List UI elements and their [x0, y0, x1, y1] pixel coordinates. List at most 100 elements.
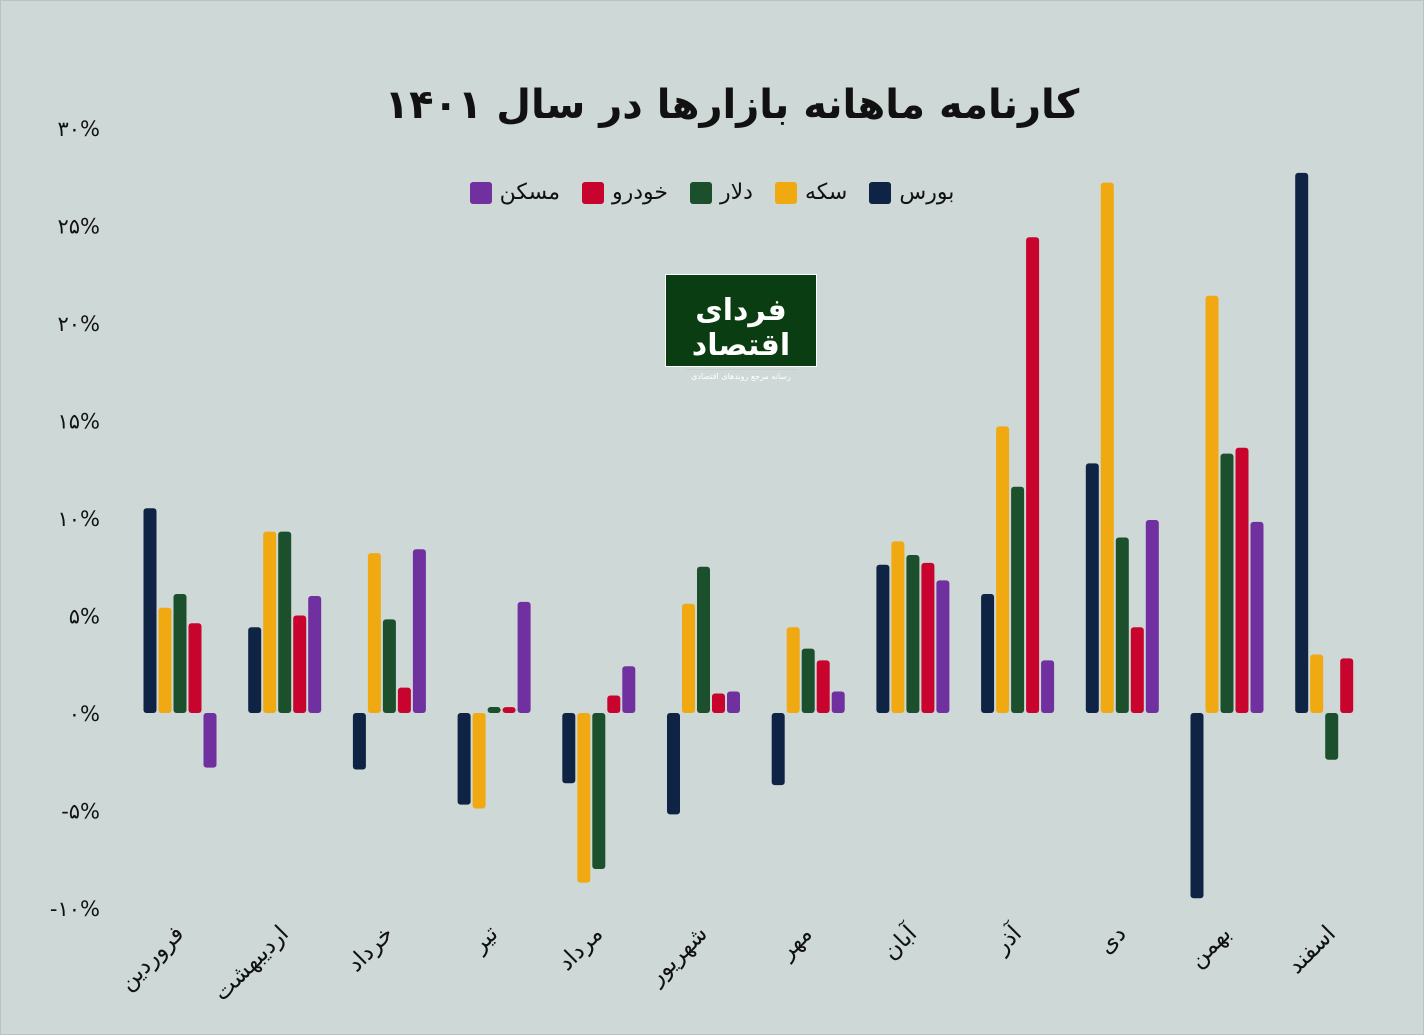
- bar: [382, 619, 396, 713]
- legend-label: بورس: [899, 180, 955, 205]
- bar: [367, 553, 381, 713]
- logo: فردای اقتصاد رسانه مرجع روندهای اقتصادی: [665, 274, 817, 381]
- bar: [607, 695, 621, 713]
- bar: [1026, 237, 1040, 713]
- x-tick-label: دی: [1093, 921, 1131, 959]
- bar: [771, 713, 785, 786]
- x-tick-label: مرداد: [553, 921, 608, 976]
- legend-item: بورس: [869, 180, 954, 205]
- bar: [1115, 537, 1129, 713]
- bar: [816, 660, 830, 713]
- legend-swatch: [581, 181, 604, 204]
- bar: [577, 713, 591, 883]
- bar: [1190, 713, 1204, 899]
- bar: [801, 648, 815, 713]
- y-tick-label: ۱۵%: [57, 410, 100, 434]
- legend-swatch: [869, 181, 892, 204]
- bar: [936, 580, 950, 713]
- y-tick-label: ۲۵%: [57, 215, 100, 239]
- x-tick-label: تیر: [466, 921, 504, 959]
- bar: [1085, 463, 1099, 713]
- bar: [682, 603, 695, 713]
- bar: [1295, 172, 1309, 714]
- bar: [562, 713, 576, 784]
- chart-title: کارنامه ماهانه بازارها در سال ۱۴۰۱: [384, 82, 1080, 128]
- bar: [1011, 486, 1025, 713]
- x-tick-label: اردیبهشت: [209, 921, 294, 1006]
- legend-item: خودرو: [581, 180, 668, 205]
- bar: [831, 691, 845, 713]
- bar: [397, 687, 411, 713]
- bar: [1310, 654, 1324, 713]
- bar: [203, 713, 217, 768]
- bar: [1041, 660, 1055, 713]
- bar: [921, 562, 935, 713]
- bar: [996, 426, 1010, 713]
- bar: [308, 596, 322, 713]
- bar: [173, 594, 187, 713]
- legend: بورس سکه دلار خودرو مسکن: [0, 180, 1424, 205]
- legend-label: خودرو: [611, 180, 668, 205]
- bar: [906, 555, 920, 713]
- bar: [622, 666, 636, 713]
- bar: [278, 531, 292, 713]
- bar: [876, 564, 890, 713]
- bar: [981, 594, 995, 713]
- bar: [263, 531, 277, 713]
- legend-item: مسکن: [469, 180, 560, 205]
- legend-swatch: [469, 181, 492, 204]
- bar: [1100, 182, 1114, 714]
- x-tick-label: اسفند: [1283, 921, 1341, 979]
- x-tick-label: بهمن: [1184, 921, 1236, 973]
- bar: [1340, 658, 1354, 713]
- legend-swatch: [774, 181, 797, 204]
- legend-swatch: [690, 181, 712, 204]
- bar: [248, 627, 262, 713]
- y-tick-label: ۲۰%: [57, 312, 100, 336]
- bar: [472, 713, 486, 809]
- x-tick-label: فروردین: [114, 921, 189, 996]
- bar: [502, 707, 516, 713]
- legend-label: مسکن: [499, 180, 560, 205]
- bar: [158, 607, 172, 713]
- y-tick-label: ۵%: [69, 605, 100, 629]
- legend-label: دلار: [720, 180, 753, 205]
- bar: [188, 623, 202, 713]
- bar: [143, 508, 157, 713]
- x-tick-label: مهر: [773, 921, 817, 965]
- bar: [786, 627, 800, 713]
- x-tick-label: شهریور: [643, 921, 713, 991]
- x-tick-label: آبان: [876, 918, 923, 965]
- bar: [1205, 295, 1219, 713]
- bar: [1130, 627, 1144, 713]
- bar: [487, 707, 501, 713]
- legend-item: سکه: [774, 180, 848, 205]
- bar: [1250, 521, 1264, 713]
- y-tick-label: ۳۰%: [57, 117, 100, 141]
- bar: [352, 713, 366, 770]
- bar: [1235, 447, 1249, 713]
- logo-tagline: رسانه مرجع روندهای اقتصادی: [686, 369, 796, 381]
- bar: [727, 691, 740, 713]
- bar: [517, 601, 531, 713]
- legend-item: دلار: [690, 180, 753, 205]
- bar: [697, 566, 710, 713]
- bar: [592, 713, 606, 869]
- bar: [667, 713, 680, 815]
- x-tick-label: آذر: [987, 918, 1028, 959]
- y-tick-label: ۱۰%: [57, 507, 100, 531]
- bar: [293, 615, 307, 713]
- y-tick-label: -۱۰%: [50, 897, 100, 921]
- bar: [1325, 713, 1339, 760]
- x-tick-label: خرداد: [342, 921, 398, 977]
- legend-label: سکه: [804, 180, 848, 205]
- bar: [712, 693, 725, 713]
- bar: [891, 541, 905, 713]
- y-tick-label: -۵%: [61, 800, 100, 824]
- bar: [457, 713, 471, 805]
- bar: [412, 549, 426, 713]
- bar: [1145, 519, 1159, 713]
- bar: [1220, 453, 1234, 713]
- y-tick-label: ۰%: [69, 702, 100, 726]
- logo-name: فردای اقتصاد: [691, 293, 791, 363]
